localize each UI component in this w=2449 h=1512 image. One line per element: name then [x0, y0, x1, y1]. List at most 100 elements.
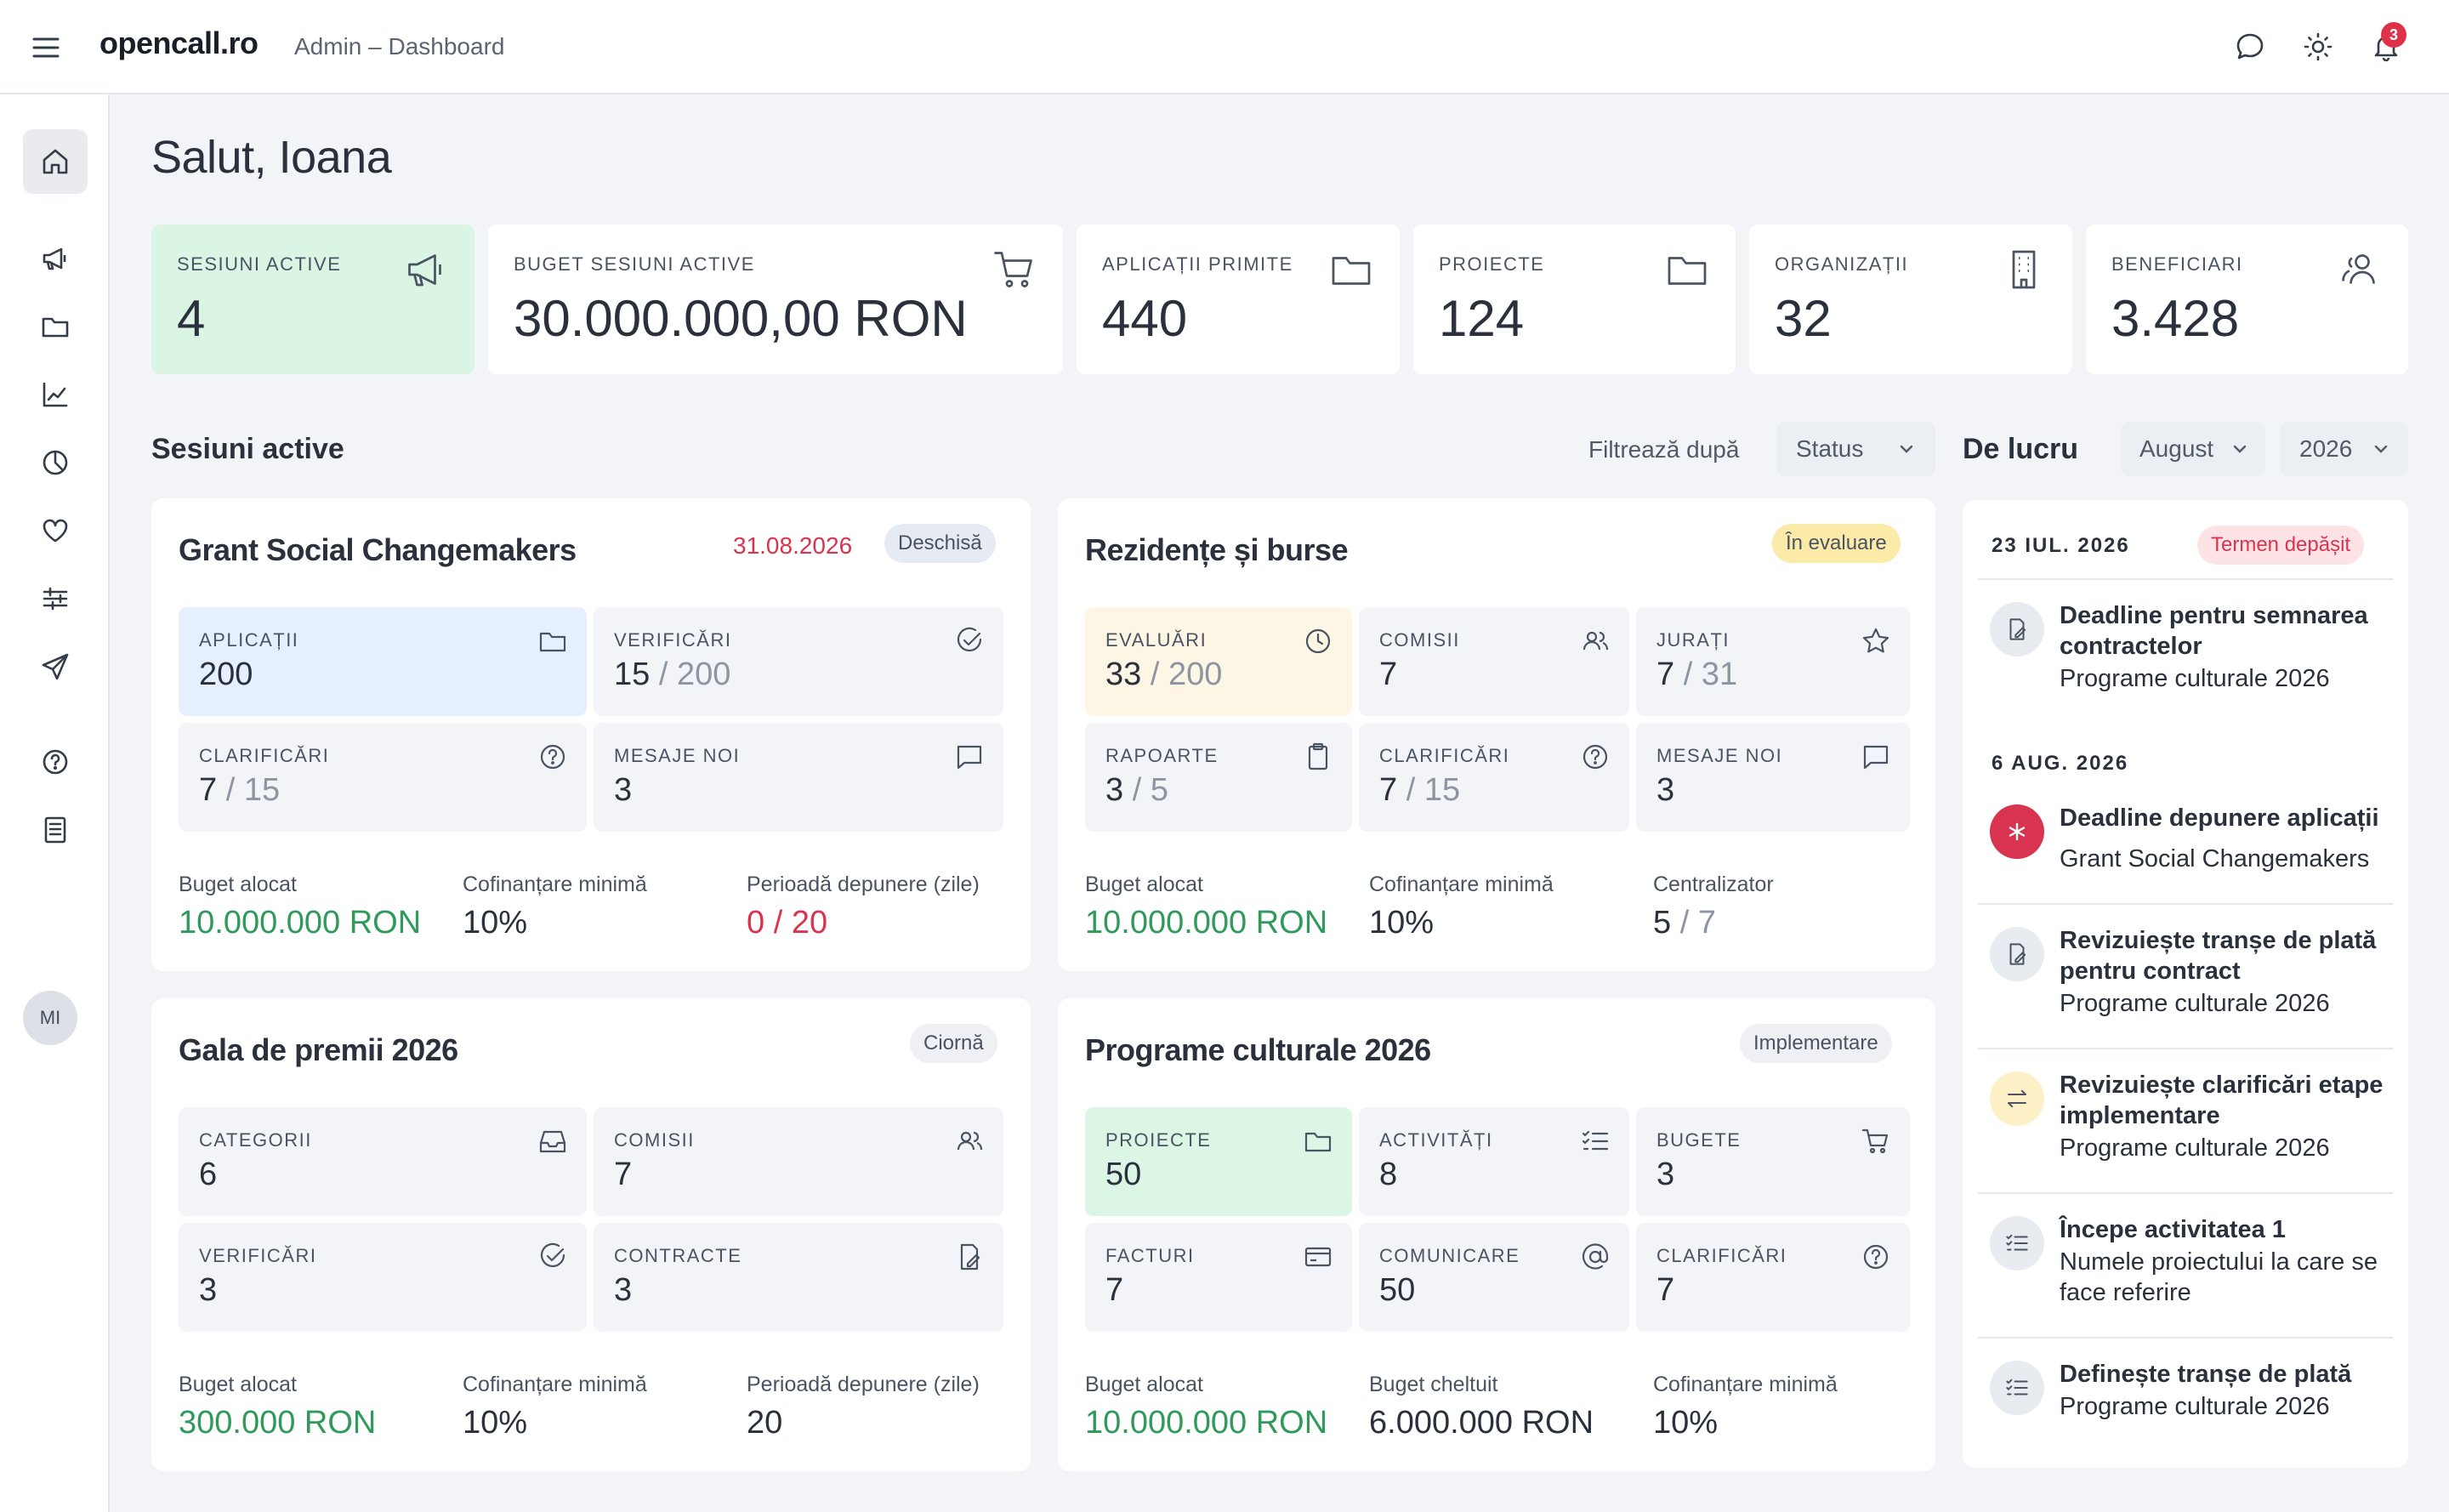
sidebar-item-messages[interactable]: [23, 634, 88, 699]
footer-value: 10%: [1653, 1405, 1719, 1441]
tile-budgets[interactable]: BUGETE 3: [1636, 1107, 1910, 1216]
stat-card-projects[interactable]: PROIECTE 124: [1413, 225, 1736, 374]
footer-value: 10.000.000 RON: [179, 905, 422, 941]
stat-card-beneficiaries[interactable]: BENEFICIARI 3.428: [2086, 225, 2408, 374]
cart-icon: [1861, 1128, 1889, 1154]
footer-label: Buget alocat: [179, 873, 297, 896]
tile-verifications[interactable]: VERIFICĂRI 15 / 200: [594, 607, 1003, 716]
todo-panel: 23 IUL. 2026 Termen depășit Deadline pen…: [1963, 500, 2408, 1468]
sidebar-item-projects[interactable]: [23, 294, 88, 359]
footer-value: 10%: [1369, 905, 1435, 941]
todo-item[interactable]: Deadline pentru semnarea contractelor Pr…: [1978, 578, 2393, 714]
session-title[interactable]: Gala de premii 2026: [179, 1032, 458, 1067]
stat-card-budget[interactable]: BUGET SESIUNI ACTIVE 30.000.000,00 RON: [488, 225, 1063, 374]
session-title[interactable]: Rezidențe și burse: [1085, 532, 1349, 567]
session-card-cultural-programs[interactable]: Programe culturale 2026 Implementare PRO…: [1058, 998, 1935, 1471]
footer-value: 0: [747, 905, 765, 941]
session-card-grant-social[interactable]: Grant Social Changemakers 31.08.2026 Des…: [151, 498, 1031, 971]
stat-card-active-sessions[interactable]: SESIUNI ACTIVE 4: [151, 225, 474, 374]
tile-committees[interactable]: COMISII 7: [1359, 607, 1629, 716]
tile-label: CONTRACTE: [614, 1245, 742, 1266]
tile-committees[interactable]: COMISII 7: [594, 1107, 1003, 1216]
tile-label: ACTIVITĂȚI: [1379, 1129, 1493, 1151]
sidebar-item-help[interactable]: [23, 730, 88, 794]
tile-projects[interactable]: PROIECTE 50: [1085, 1107, 1352, 1216]
tile-label: FACTURI: [1105, 1245, 1195, 1266]
cart-icon: [992, 247, 1037, 293]
tile-new-messages[interactable]: MESAJE NOI 3: [1636, 723, 1910, 832]
todo-item[interactable]: Revizuiește clarificări etape implementa…: [1978, 1048, 2393, 1192]
todo-title: Revizuiește tranșe de plată pentru contr…: [2060, 927, 2377, 985]
tile-invoices[interactable]: FACTURI 7: [1085, 1223, 1352, 1332]
file-sign-icon: [1990, 927, 2044, 981]
session-card-gala[interactable]: Gala de premii 2026 Ciornă CATEGORII 6 C…: [151, 998, 1031, 1471]
sidebar-item-docs[interactable]: [23, 798, 88, 862]
avatar[interactable]: MI: [23, 991, 77, 1045]
folder-icon: [42, 317, 69, 338]
check-circle-icon: [957, 627, 982, 652]
session-card-residencies[interactable]: Rezidențe și burse În evaluare EVALUĂRI …: [1058, 498, 1935, 971]
tile-activities[interactable]: ACTIVITĂȚI 8: [1359, 1107, 1629, 1216]
tile-clarifications[interactable]: CLARIFICĂRI 7 / 15: [179, 723, 587, 832]
inbox-icon: [539, 1130, 566, 1153]
footer-label: Buget alocat: [179, 1373, 297, 1396]
tile-value: 15: [614, 657, 651, 692]
menu-icon[interactable]: [29, 31, 63, 65]
tile-reports[interactable]: RAPOARTE 3 / 5: [1085, 723, 1352, 832]
sidebar-item-home[interactable]: [23, 129, 88, 194]
todo-item[interactable]: Deadline depunere aplicații Grant Social…: [1978, 791, 2393, 927]
tile-value: 7: [1379, 772, 1398, 808]
message-square-icon: [1863, 745, 1889, 770]
footer-label: Centralizator: [1653, 873, 1774, 896]
status-filter-dropdown[interactable]: Status: [1777, 422, 1935, 476]
tile-categories[interactable]: CATEGORII 6: [179, 1107, 587, 1216]
stat-value: 440: [1102, 290, 1188, 347]
tile-communication[interactable]: COMUNICARE 50: [1359, 1223, 1629, 1332]
tile-value: 6: [199, 1157, 218, 1192]
chevron-down-icon: [1900, 445, 1913, 453]
stat-label: APLICAȚII PRIMITE: [1102, 253, 1293, 275]
clipboard-icon: [1308, 742, 1328, 770]
stat-card-applications[interactable]: APLICAȚII PRIMITE 440: [1077, 225, 1400, 374]
sidebar-item-statistics[interactable]: [23, 430, 88, 495]
tile-applications[interactable]: APLICAȚII 200: [179, 607, 587, 716]
todo-item[interactable]: Începe activitatea 1 Numele proiectului …: [1978, 1192, 2393, 1337]
stat-card-organizations[interactable]: ORGANIZAȚII 32: [1749, 225, 2072, 374]
sidebar-item-favorites[interactable]: [23, 498, 88, 563]
todo-item[interactable]: Definește tranșe de plată Programe cultu…: [1978, 1337, 2393, 1456]
session-title[interactable]: Programe culturale 2026: [1085, 1032, 1431, 1067]
theme-sun-icon[interactable]: [2301, 30, 2335, 64]
sidebar-item-reports[interactable]: [23, 362, 88, 427]
month-dropdown[interactable]: August: [2121, 422, 2265, 476]
stat-value: 32: [1775, 290, 1832, 347]
tile-value: 7: [1656, 657, 1675, 692]
session-title[interactable]: Grant Social Changemakers: [179, 532, 577, 567]
sidebar-item-settings[interactable]: [23, 566, 88, 631]
tile-value: 3: [614, 772, 633, 808]
help-icon: [1582, 744, 1608, 770]
star-icon: [1862, 628, 1889, 653]
tile-label: BUGETE: [1656, 1129, 1742, 1151]
tile-jurors[interactable]: JURAȚI 7 / 31: [1636, 607, 1910, 716]
sidebar-item-sessions[interactable]: [23, 226, 88, 291]
year-dropdown[interactable]: 2026: [2281, 422, 2408, 476]
tile-value: 3: [1656, 1157, 1675, 1192]
tile-label: CLARIFICĂRI: [1656, 1245, 1787, 1266]
tile-total: / 15: [225, 772, 281, 808]
status-filter-value: Status: [1796, 435, 1864, 462]
users-icon: [1582, 631, 1609, 651]
todo-subtitle: Programe culturale 2026: [2060, 665, 2330, 692]
message-square-icon: [957, 745, 982, 770]
tile-new-messages[interactable]: MESAJE NOI 3: [594, 723, 1003, 832]
tile-clarifications[interactable]: CLARIFICĂRI 7: [1636, 1223, 1910, 1332]
app-logo[interactable]: opencall.ro: [99, 26, 259, 60]
todo-item[interactable]: Revizuiește tranșe de plată pentru contr…: [1978, 903, 2393, 1048]
stat-label: BUGET SESIUNI ACTIVE: [514, 253, 755, 275]
tile-value: 7: [199, 772, 218, 808]
tile-evaluations[interactable]: EVALUĂRI 33 / 200: [1085, 607, 1352, 716]
chat-icon[interactable]: [2233, 30, 2267, 64]
tile-verifications[interactable]: VERIFICĂRI 3: [179, 1223, 587, 1332]
overdue-badge: Termen depășit: [2197, 526, 2365, 565]
tile-clarifications[interactable]: CLARIFICĂRI 7 / 15: [1359, 723, 1629, 832]
tile-contracts[interactable]: CONTRACTE 3: [594, 1223, 1003, 1332]
